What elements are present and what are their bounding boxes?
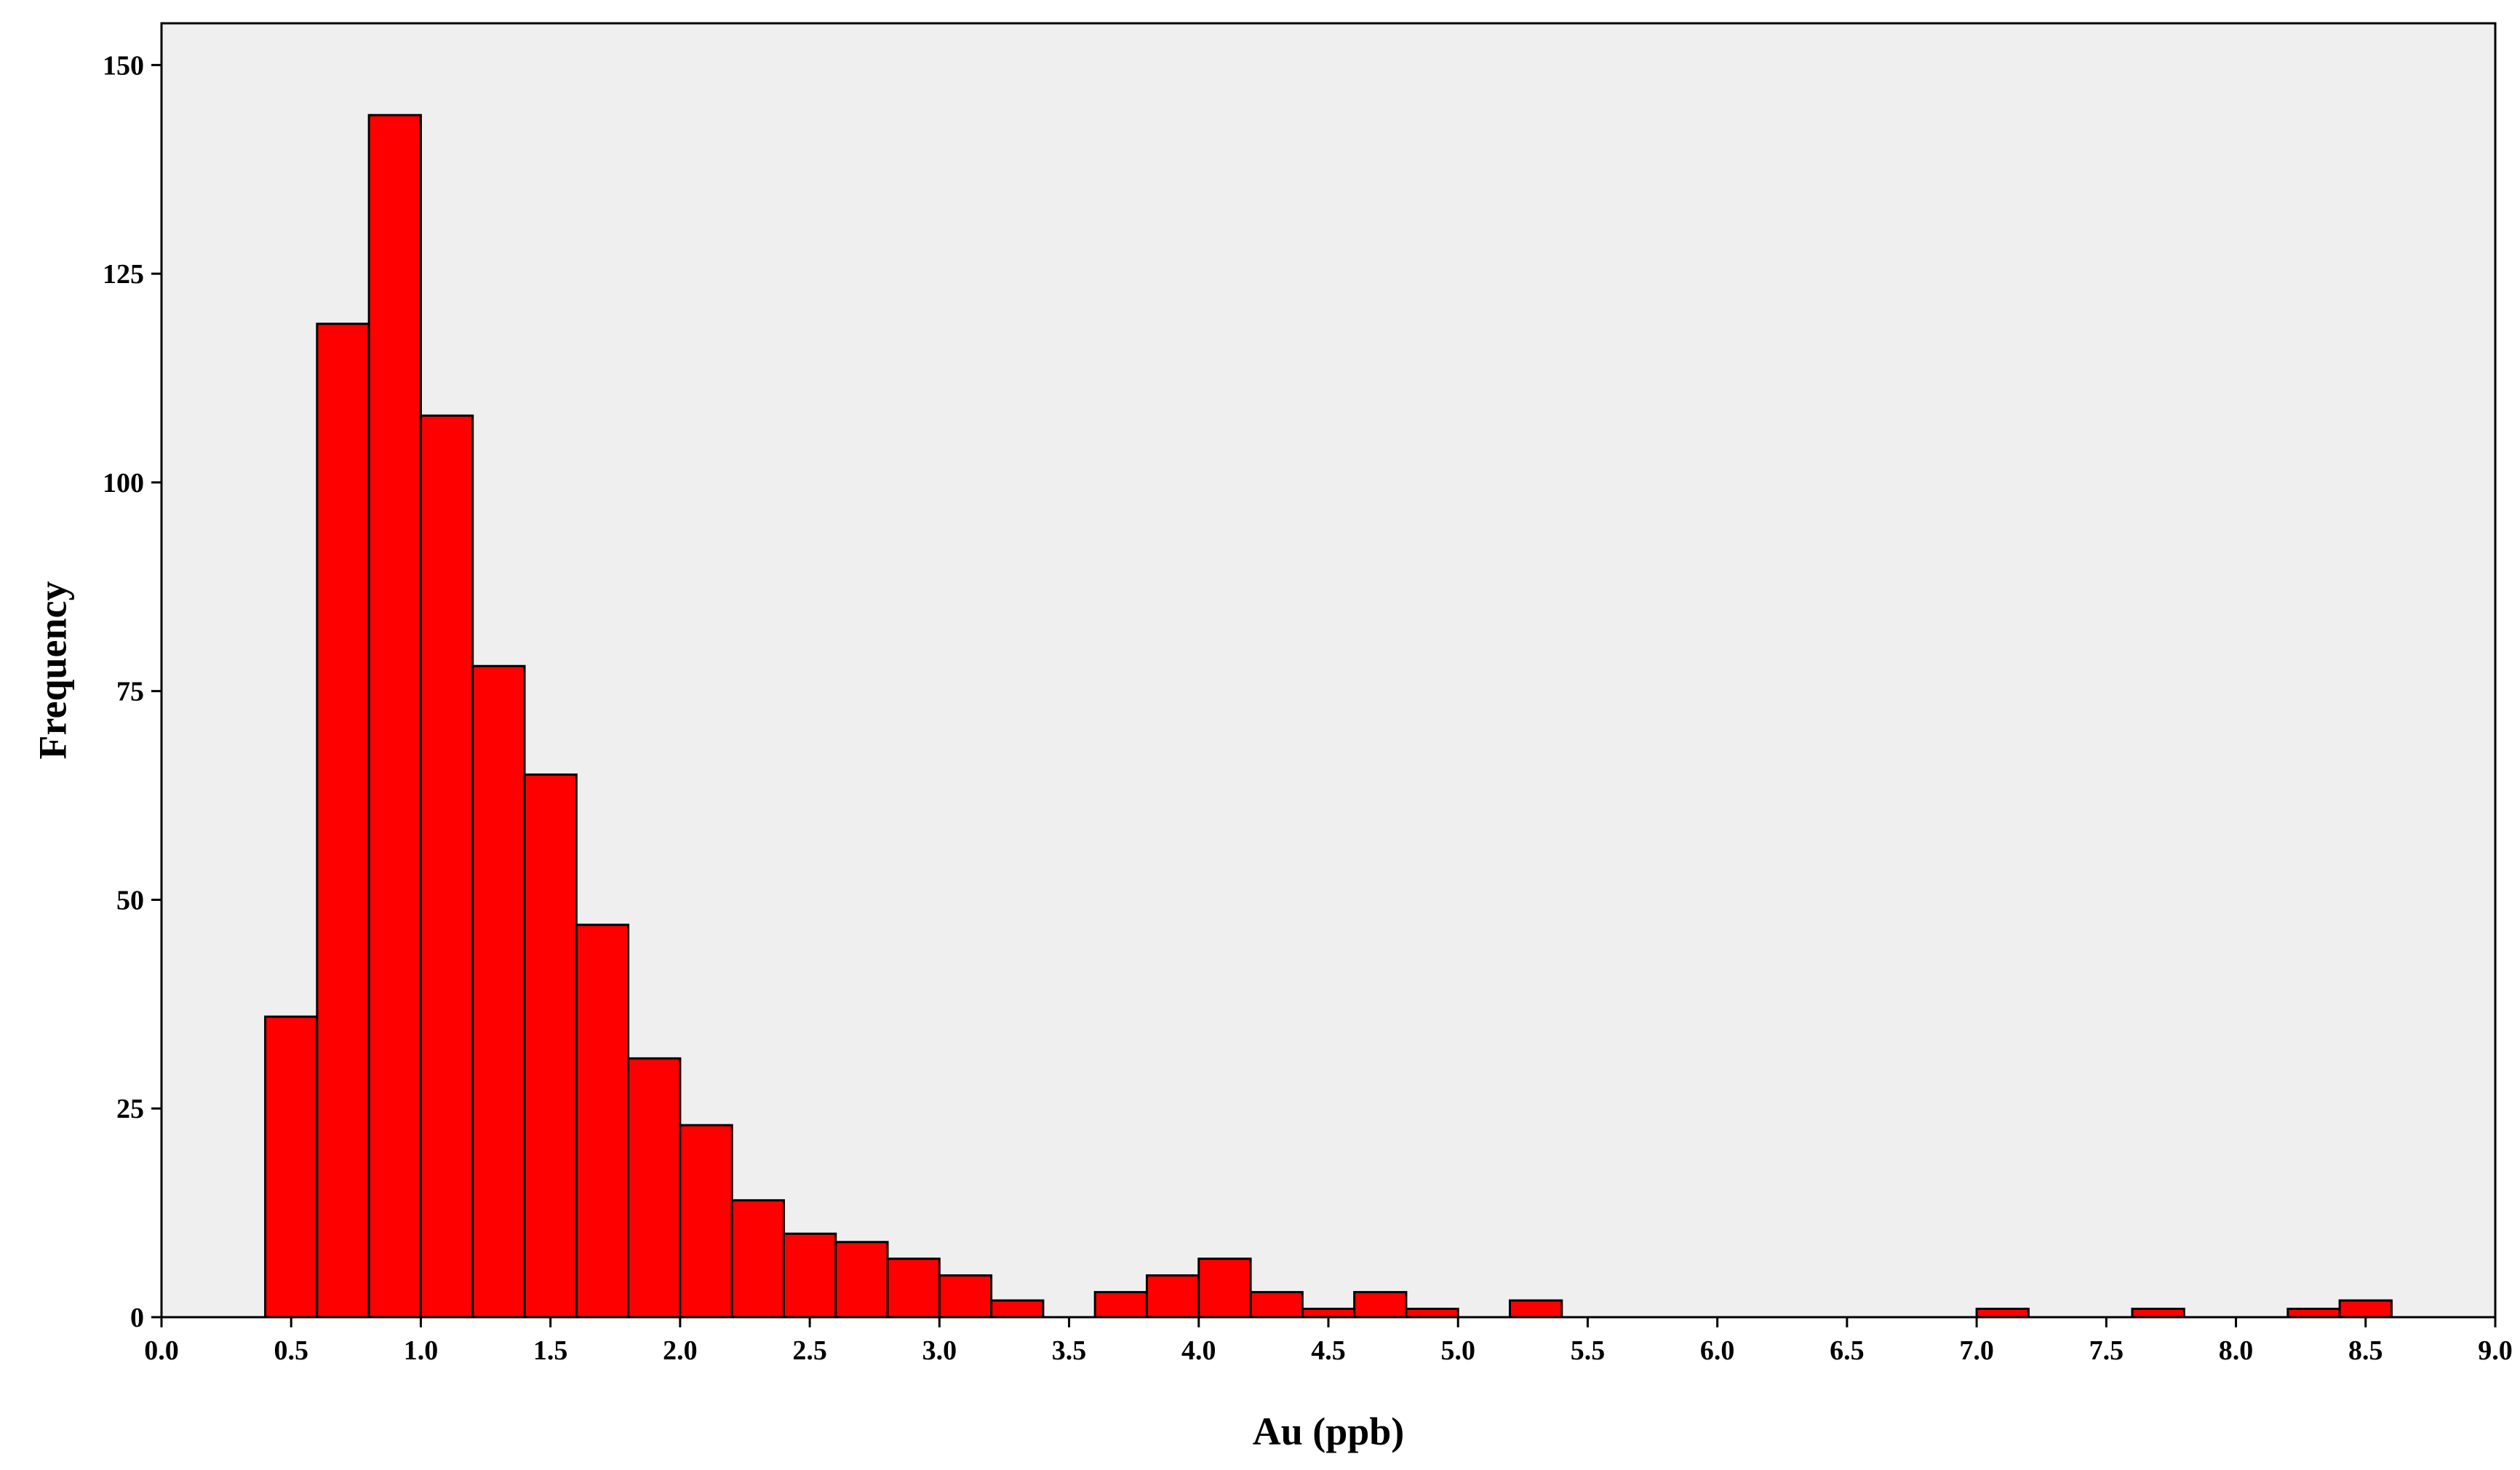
y-tick-label: 75 — [116, 677, 144, 707]
histogram-bar — [1509, 1299, 1563, 1319]
x-tick-label: 9.0 — [2478, 1335, 2513, 1366]
x-tick-label: 2.0 — [663, 1335, 698, 1366]
x-tick-label: 6.0 — [1700, 1335, 1735, 1366]
x-tick-label: 1.0 — [404, 1335, 439, 1366]
histogram-bar — [419, 414, 474, 1319]
x-tick-label: 5.0 — [1440, 1335, 1475, 1366]
histogram-bar — [316, 322, 370, 1319]
histogram-bar — [627, 1057, 682, 1319]
histogram-bar — [834, 1241, 889, 1319]
x-tick-label: 4.5 — [1311, 1335, 1346, 1366]
x-tick-label: 8.0 — [2219, 1335, 2254, 1366]
x-tick-label: 3.5 — [1052, 1335, 1087, 1366]
y-tick-label: 125 — [103, 259, 144, 290]
x-tick-label: 7.0 — [1959, 1335, 1994, 1366]
histogram-bar — [730, 1199, 785, 1319]
x-tick-label: 5.5 — [1571, 1335, 1606, 1366]
ticks-group: 0.0 0.5 1.0 1.5 2.0 2.5 3.0 3.5 4.0 4.5 5.0 5.5 6.0 6… — [103, 50, 2513, 1366]
histogram-bar — [1145, 1274, 1200, 1319]
histogram-bar — [990, 1299, 1045, 1319]
histogram-bar — [367, 114, 422, 1319]
histogram-bar — [1975, 1308, 2030, 1319]
histogram-bar — [886, 1258, 941, 1319]
x-axis-title: Au (ppb) — [1253, 1410, 1405, 1453]
histogram-bar — [1353, 1291, 1408, 1319]
y-tick-label: 0 — [130, 1303, 144, 1333]
x-tick-label: 6.5 — [1830, 1335, 1865, 1366]
x-tick-label: 2.5 — [792, 1335, 827, 1366]
y-tick-label: 100 — [103, 468, 144, 498]
bars-group — [264, 114, 2393, 1319]
histogram-bar — [523, 773, 578, 1319]
x-tick-label: 7.5 — [2089, 1335, 2124, 1366]
x-tick-label: 0.0 — [144, 1335, 179, 1366]
y-axis-title: Frequency — [31, 581, 74, 760]
histogram-bar — [1301, 1308, 1356, 1319]
y-tick-label: 150 — [103, 50, 144, 81]
x-tick-label: 8.5 — [2348, 1335, 2383, 1366]
x-tick-label: 3.0 — [922, 1335, 957, 1366]
histogram-bar — [575, 923, 630, 1319]
x-tick-label: 4.0 — [1181, 1335, 1216, 1366]
histogram-bar — [1197, 1258, 1252, 1319]
y-tick-label: 25 — [116, 1094, 144, 1124]
histogram-bar — [679, 1124, 733, 1319]
histogram-bar — [2286, 1308, 2341, 1319]
histogram-bar — [2131, 1308, 2185, 1319]
histogram-bar — [938, 1274, 993, 1319]
y-tick-label: 50 — [116, 885, 144, 915]
x-tick-label: 0.5 — [274, 1335, 308, 1366]
histogram-bar — [1249, 1291, 1304, 1319]
x-tick-label: 1.5 — [533, 1335, 568, 1366]
histogram-bar — [471, 664, 526, 1319]
histogram-bar — [1405, 1308, 1459, 1319]
histogram-bar — [2338, 1299, 2393, 1319]
histogram-bar — [782, 1232, 837, 1319]
histogram-bar — [264, 1015, 319, 1319]
histogram-bar — [1093, 1291, 1148, 1319]
